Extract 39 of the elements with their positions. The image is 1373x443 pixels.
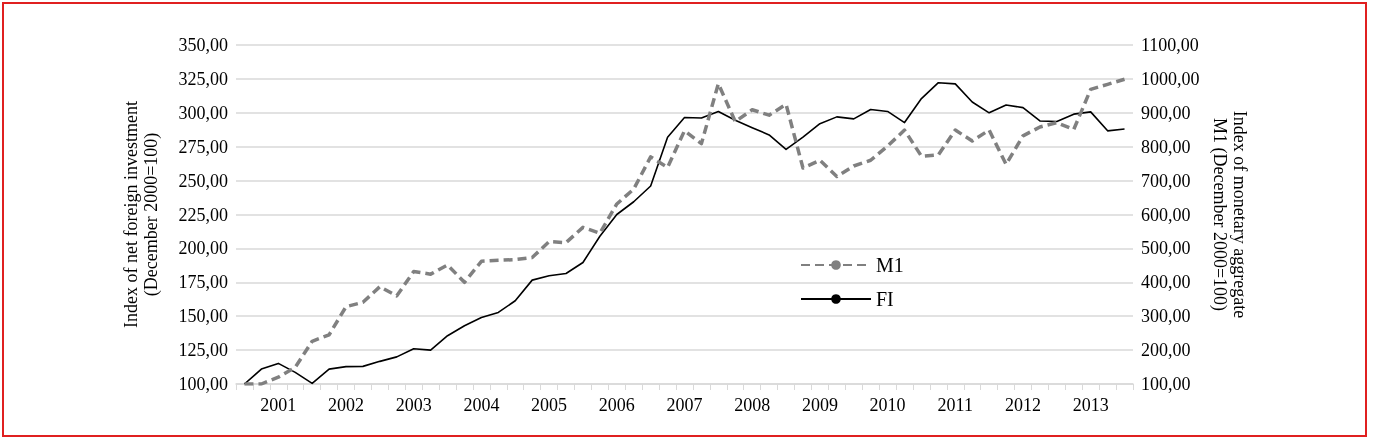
y-tick-label: 275,00	[178, 136, 228, 157]
legend-label: M1	[876, 254, 904, 276]
x-tick-label: 2009	[801, 395, 838, 415]
y2-tick-label: 600,00	[1141, 204, 1191, 225]
y-tick-label: 125,00	[178, 340, 228, 361]
y2-tick-label: 400,00	[1141, 272, 1191, 293]
legend-label: FI	[876, 288, 894, 310]
x-tick-label: 2008	[734, 395, 771, 415]
x-tick-label: 2005	[531, 395, 568, 415]
y2-tick-label: 500,00	[1141, 238, 1191, 259]
y2-tick-label: 100,00	[1141, 374, 1191, 394]
y-axis-title: Index of net foreign investment (December 2000=100)	[121, 101, 162, 328]
y-tick-label: 350,00	[178, 35, 228, 55]
x-tick-label: 2010	[869, 395, 906, 415]
y-tick-label: 300,00	[178, 102, 228, 123]
y2-tick-label: 200,00	[1141, 340, 1191, 361]
y2-tick-label: 1000,00	[1141, 68, 1200, 89]
x-tick-label: 2001	[260, 395, 297, 415]
y2-tick-label: 800,00	[1141, 136, 1191, 157]
y2-axis-title: Index of monetary aggregate M1 (December 2000=100)	[1209, 110, 1251, 319]
y-tick-label: 325,00	[178, 68, 228, 89]
y2-tick-label: 1100,00	[1141, 35, 1199, 55]
x-tick-label: 2003	[395, 395, 432, 415]
x-tick-label: 2013	[1072, 395, 1109, 415]
x-tick-label: 2002	[328, 395, 365, 415]
x-tick-label: 2004	[463, 395, 500, 415]
y-tick-label: 150,00	[178, 306, 228, 327]
x-tick-label: 2007	[666, 395, 703, 415]
y-tick-label: 100,00	[178, 374, 228, 394]
x-tick-label: 2011	[937, 395, 973, 415]
y-tick-label: 225,00	[178, 204, 228, 225]
y-tick-label: 250,00	[178, 170, 228, 191]
y2-tick-label: 700,00	[1141, 170, 1191, 191]
y2-tick-label: 300,00	[1141, 306, 1191, 327]
y-tick-label: 200,00	[178, 238, 228, 259]
y2-tick-label: 900,00	[1141, 102, 1191, 123]
x-tick-label: 2012	[1004, 395, 1041, 415]
y-tick-label: 175,00	[178, 272, 228, 293]
x-tick-label: 2006	[598, 395, 635, 415]
